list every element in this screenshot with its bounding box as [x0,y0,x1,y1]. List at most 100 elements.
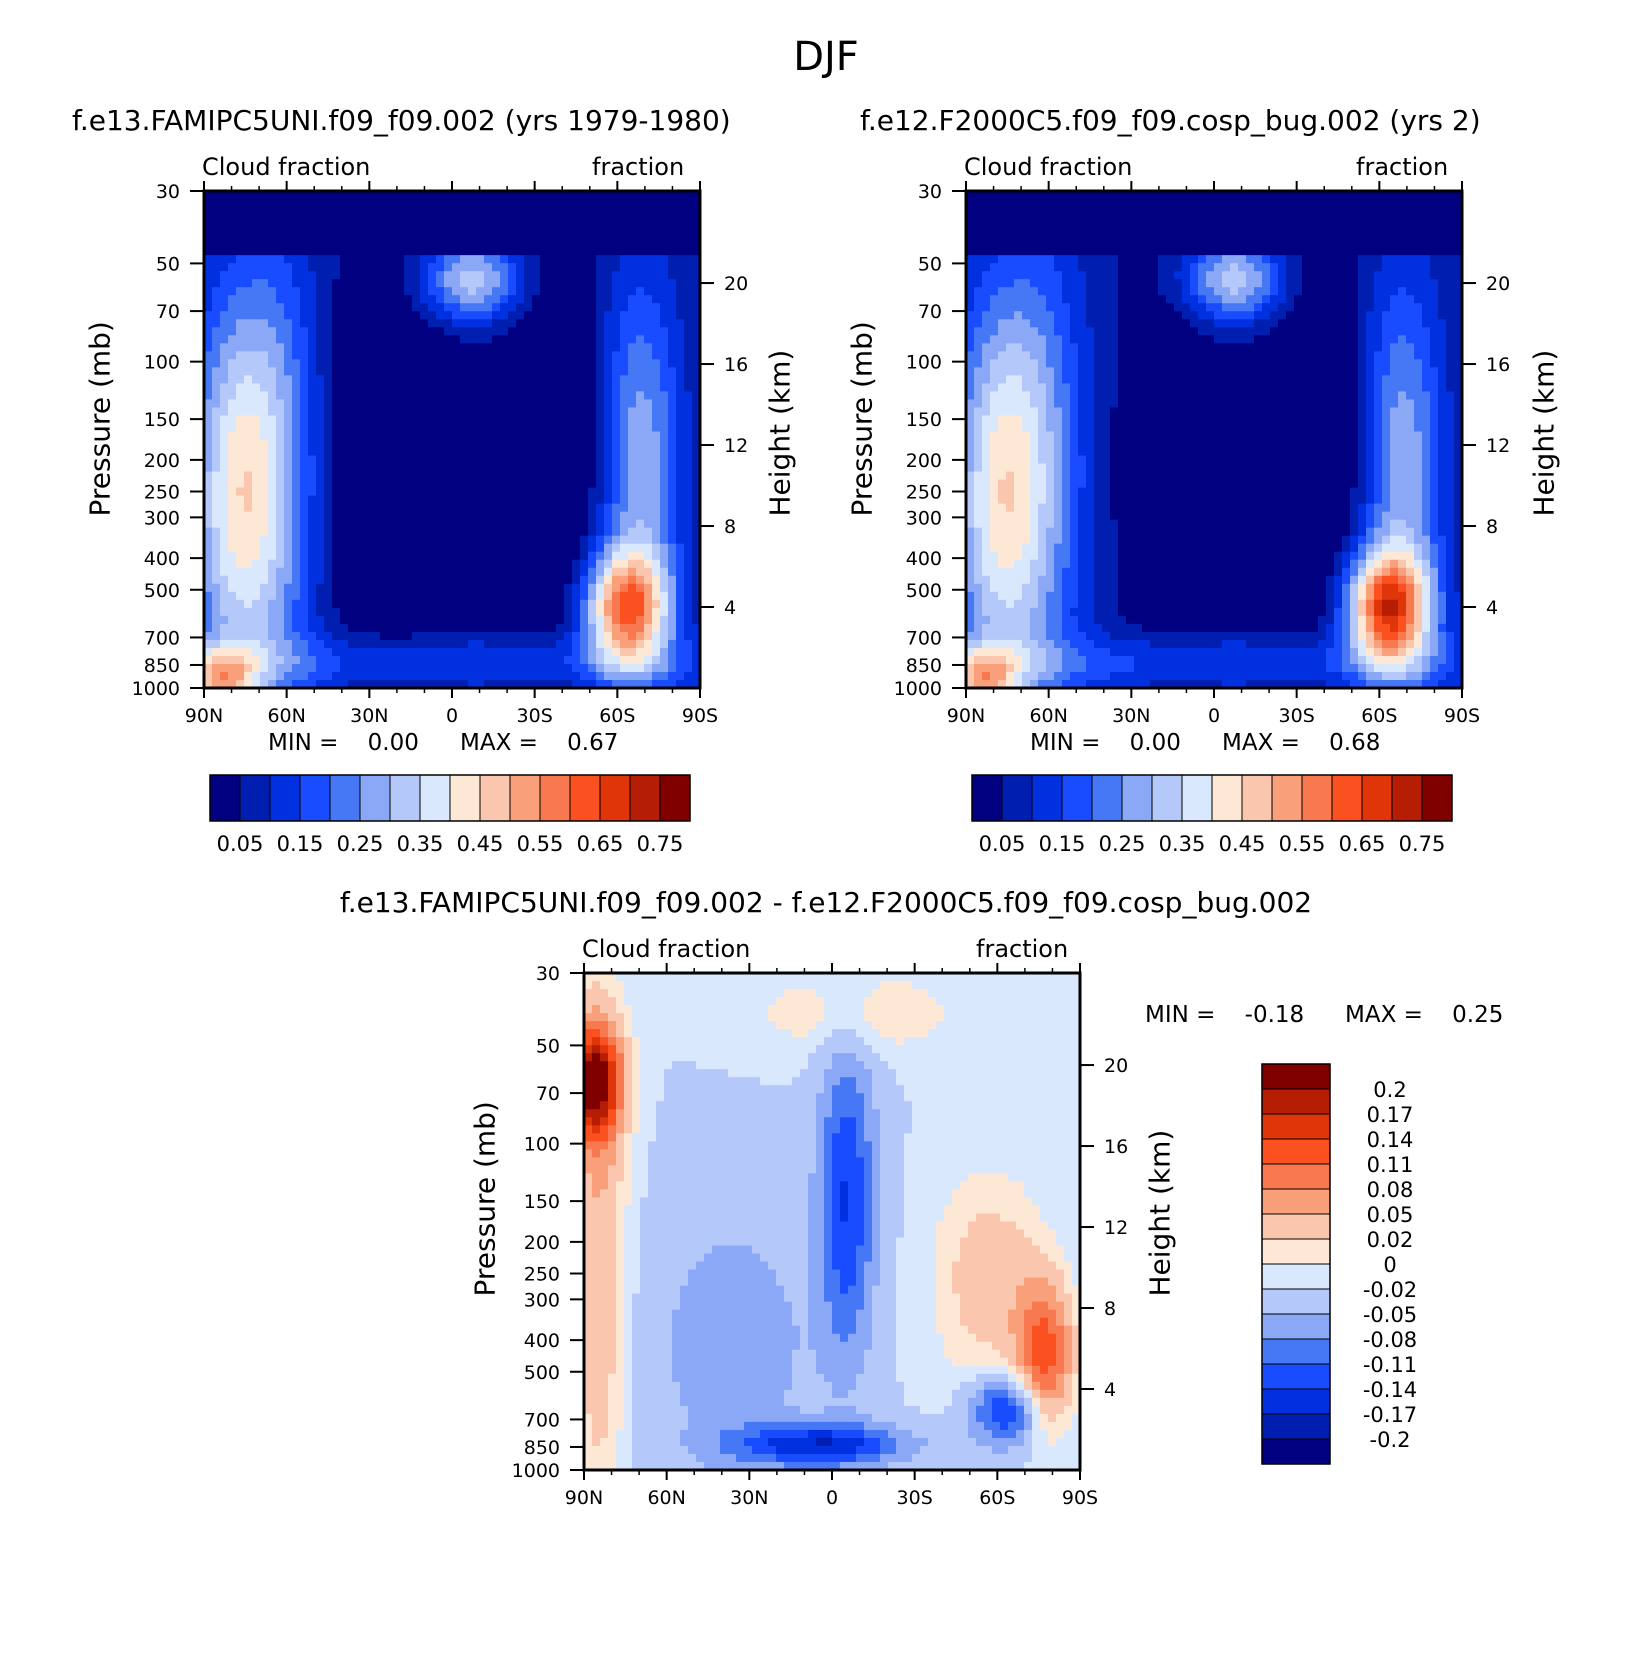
field-cell [316,567,325,577]
field-cell [228,279,237,288]
field-cell [620,583,629,593]
field-cell [556,647,565,657]
field-cell [1086,647,1095,657]
field-cell [620,223,629,232]
field-cell [652,311,661,320]
field-cell [564,591,573,601]
field-cell [252,503,261,513]
field-cell [484,279,493,288]
field-cell [204,527,213,537]
field-cell [428,231,437,240]
field-cell [684,391,693,401]
field-cell [548,271,557,280]
field-cell [412,327,421,336]
field-cell [396,255,405,264]
field-cell [588,511,597,521]
field-cell [452,335,461,344]
field-cell [356,431,365,441]
field-cell [1014,615,1023,625]
field-cell [660,599,669,609]
field-cell [1038,375,1047,384]
field-cell [268,239,277,248]
field-cell [436,239,445,248]
field-cell [508,431,517,441]
field-cell [404,591,413,601]
field-cell [540,375,549,384]
field-cell [252,343,261,352]
field-cell [244,279,253,288]
field-cell [508,359,517,368]
field-cell [356,255,365,264]
field-cell [572,439,581,449]
field-cell [388,303,397,312]
field-cell [556,199,565,208]
field-cell [532,335,541,344]
field-cell [468,455,477,465]
field-cell [500,551,509,561]
field-cell [652,439,661,449]
field-cell [596,615,605,625]
field-cell [476,199,485,208]
field-cell [564,535,573,545]
field-cell [636,527,645,537]
field-cell [676,303,685,312]
field-cell [388,239,397,248]
field-cell [628,527,637,537]
field-cell [998,239,1007,248]
field-cell [388,375,397,384]
field-cell [636,223,645,232]
field-cell [644,335,653,344]
field-cell [436,519,445,529]
field-cell [548,591,557,601]
field-cell [476,367,485,376]
field-cell [476,263,485,272]
field-cell [244,391,253,401]
field-cell [260,591,269,601]
field-cell [998,407,1007,417]
field-cell [652,463,661,473]
field-cell [532,311,541,320]
field-cell [308,583,317,593]
field-cell [476,359,485,368]
colorbar-label: 0.05 [217,832,264,856]
field-cell [588,535,597,545]
field-cell [332,207,341,216]
field-cell [1054,327,1063,336]
field-cell [628,503,637,513]
field-cell [532,679,541,689]
field-cell [1086,543,1095,553]
field-cell [540,351,549,360]
field-cell [420,543,429,553]
field-cell [468,247,477,256]
field-cell [228,383,237,393]
field-cell [396,655,405,665]
field-cell [1030,391,1039,401]
field-cell [284,199,293,208]
field-cell [332,431,341,441]
field-cell [982,479,991,489]
field-cell [532,631,541,641]
field-cell [348,607,357,617]
field-cell [1038,455,1047,465]
field-cell [508,575,517,585]
field-cell [292,319,301,328]
field-cell [660,327,669,336]
field-cell [444,647,453,657]
field-cell [244,543,253,553]
field-cell [966,487,975,497]
field-cell [348,471,357,481]
field-cell [1062,439,1071,449]
panel3-top-right-label: fraction [976,935,1069,963]
field-cell [444,327,453,336]
field-cell [1070,647,1079,657]
field-cell [332,567,341,577]
field-cell [1030,647,1039,657]
field-cell [676,239,685,248]
field-cell [252,287,261,296]
field-cell [212,655,221,665]
field-cell [244,455,253,465]
field-cell [500,319,509,328]
field-cell [252,335,261,344]
field-cell [508,215,517,224]
field-cell [444,335,453,344]
